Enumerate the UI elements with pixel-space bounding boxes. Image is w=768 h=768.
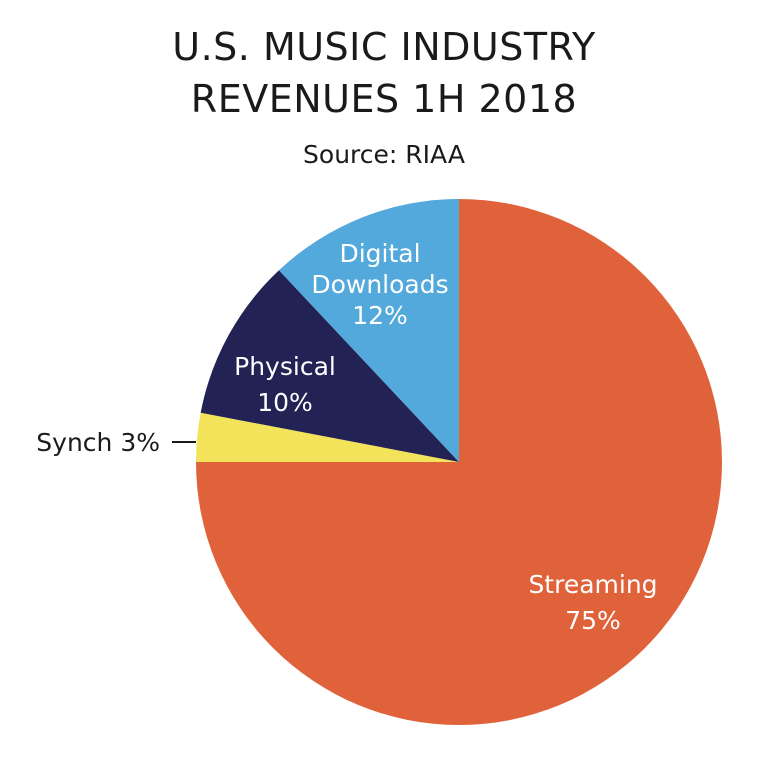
- data-label-physical-value: 10%: [257, 388, 313, 417]
- data-label-synch: Synch 3%: [36, 428, 160, 457]
- slice-digital-downloads: [278, 199, 459, 462]
- chart-source: Source: RIAA: [303, 140, 465, 169]
- chart-title-line-2: REVENUES 1H 2018: [190, 77, 578, 121]
- data-label-streaming: Streaming: [528, 570, 657, 599]
- data-label-physical: Physical: [234, 352, 336, 381]
- slice-physical: [200, 270, 459, 462]
- chart-title-line-1: U.S. MUSIC INDUSTRY: [172, 25, 596, 69]
- data-label-streaming-value: 75%: [565, 606, 621, 635]
- slice-synch: [196, 412, 459, 462]
- data-label-digital-downloads-value: 12%: [352, 301, 408, 330]
- data-label-digital-downloads: Downloads: [311, 270, 448, 299]
- data-label-digital-downloads: Digital: [339, 239, 420, 268]
